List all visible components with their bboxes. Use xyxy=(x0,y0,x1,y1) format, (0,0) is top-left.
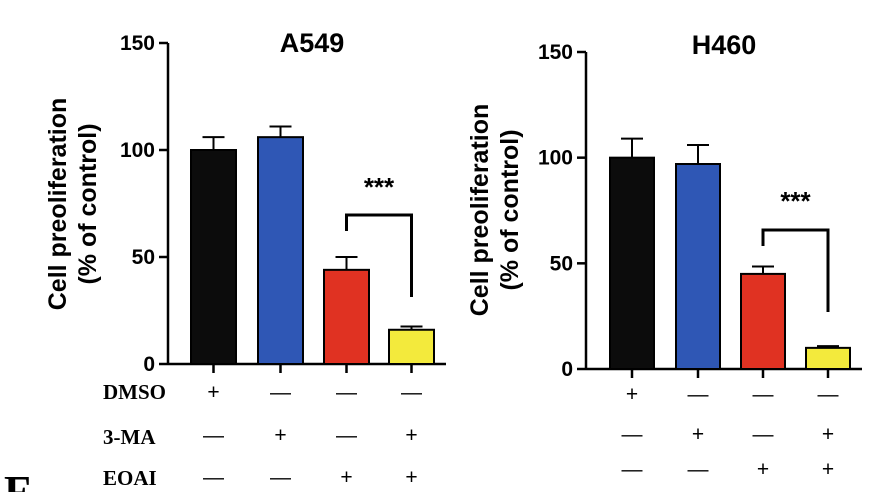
treatment-sign: + xyxy=(340,466,352,489)
chart-a549: A549 Cell preoliferation(% of control) 0 50… xyxy=(44,28,446,489)
y-axis-label: Cell preoliferation(% of control) xyxy=(466,104,524,317)
condition-label-eoai: EOAI xyxy=(103,466,157,490)
panel-letter: F xyxy=(4,467,31,492)
y-tick-label: 100 xyxy=(538,147,573,170)
treatment-sign: — xyxy=(622,423,643,446)
y-tick-label: 50 xyxy=(550,252,573,275)
treatment-sign: — xyxy=(622,458,643,481)
treatment-sign: — xyxy=(270,381,291,404)
treatment-sign: — xyxy=(753,423,774,446)
y-tick-label: 50 xyxy=(132,246,155,269)
condition-labels: DMSO 3-MA EOAI xyxy=(103,380,166,490)
treatment-sign: — xyxy=(270,466,291,489)
y-axis-label: Cell preoliferation(% of control) xyxy=(44,98,102,311)
treatment-sign: + xyxy=(626,383,638,406)
treatment-sign: — xyxy=(336,424,357,447)
bar xyxy=(323,268,370,365)
y-tick-label: 150 xyxy=(538,41,573,64)
treatment-sign: + xyxy=(274,424,286,447)
bar xyxy=(609,156,655,370)
y-axis-label-line: Cell preoliferation xyxy=(44,98,72,311)
y-axis-label-line: (% of control) xyxy=(496,129,524,290)
treatment-sign: — xyxy=(401,381,422,404)
y-tick-label: 150 xyxy=(120,32,155,55)
y-tick-label: 0 xyxy=(561,358,573,381)
significance-bracket xyxy=(345,213,413,297)
y-axis-label-line: Cell preoliferation xyxy=(466,104,494,317)
treatment-sign: + xyxy=(757,458,769,481)
condition-label-dmso: DMSO xyxy=(103,380,166,404)
treatment-sign: + xyxy=(207,381,219,404)
significance-bracket xyxy=(761,228,830,312)
treatment-sign: + xyxy=(405,466,417,489)
bar xyxy=(675,163,721,370)
treatment-sign: — xyxy=(203,466,224,489)
treatment-sign: — xyxy=(753,383,774,406)
bar xyxy=(740,272,786,370)
bar xyxy=(257,136,304,365)
bar xyxy=(388,328,435,366)
treatment-sign: — xyxy=(688,458,709,481)
significance-label: *** xyxy=(780,186,811,216)
condition-label-3ma: 3-MA xyxy=(103,425,156,449)
treatment-sign: + xyxy=(822,458,834,481)
bar xyxy=(190,149,237,365)
chart-title: H460 xyxy=(692,30,757,60)
treatment-sign: + xyxy=(692,423,704,446)
bar xyxy=(805,346,851,371)
significance-label: *** xyxy=(364,172,395,202)
y-tick-label: 100 xyxy=(120,139,155,162)
treatment-sign: + xyxy=(822,423,834,446)
treatment-sign: — xyxy=(688,383,709,406)
treatment-sign: + xyxy=(405,424,417,447)
treatment-sign: — xyxy=(818,383,839,406)
chart-h460: H460 Cell preoliferation(% of control) 0 50… xyxy=(466,30,862,481)
y-tick-label: 0 xyxy=(143,353,155,376)
y-axis-label-line: (% of control) xyxy=(74,123,102,284)
treatment-sign: — xyxy=(203,424,224,447)
treatment-sign: — xyxy=(336,381,357,404)
chart-title: A549 xyxy=(280,28,345,58)
